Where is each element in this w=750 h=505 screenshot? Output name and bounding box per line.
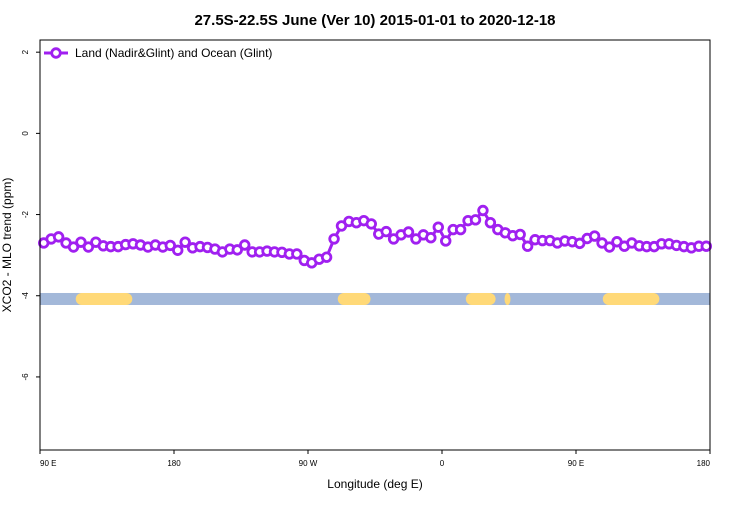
data-point-60: [484, 216, 497, 229]
plot-layer: [38, 204, 712, 305]
x-tick-label-5: 180: [697, 459, 711, 468]
data-point-53: [432, 221, 444, 233]
land-segment-3: [504, 292, 511, 305]
legend-entry-0: Land (Nadir&Glint) and Ocean (Glint): [75, 46, 272, 60]
plot-frame: [39, 39, 711, 451]
land-segment-0: [75, 292, 133, 305]
data-point-49: [402, 226, 415, 238]
x-tick-label-4: 90 E: [568, 459, 584, 468]
ocean-bar: [40, 292, 710, 305]
data-point-5: [75, 236, 87, 248]
data-point-52: [425, 231, 437, 244]
data-point-38: [320, 251, 333, 263]
data-point-74: [588, 230, 601, 242]
data-point-64: [514, 228, 526, 241]
axes-layer: 90 E 180 90 W 0 90 E 180 2 0 -2 -4 -6: [21, 49, 711, 468]
x-tick-label-2: 90 W: [299, 459, 318, 468]
data-point-46: [380, 225, 392, 238]
y-axis-label: XCO2 - MLO trend (ppm): [0, 178, 14, 313]
y-tick-label-0: 2: [21, 49, 30, 54]
data-point-17: [164, 239, 176, 252]
data-point-56: [454, 223, 467, 236]
chart-title: 27.5S-22.5S June (Ver 10) 2015-01-01 to …: [194, 12, 555, 29]
data-point-34: [291, 248, 303, 260]
y-tick-label-2: -2: [21, 210, 30, 218]
data-point-58: [469, 214, 482, 226]
x-tick-label-3: 0: [440, 459, 445, 468]
data-point-19: [179, 236, 191, 248]
land-segment-1: [337, 292, 371, 305]
data-point-4: [67, 241, 80, 253]
data-point-2: [52, 231, 65, 243]
data-point-27: [239, 239, 251, 251]
y-tick-label-3: -4: [21, 292, 30, 300]
land-segment-4: [602, 292, 660, 305]
data-point-76: [603, 241, 616, 253]
legend: Land (Nadir&Glint) and Ocean (Glint): [44, 46, 272, 60]
data-point-72: [574, 237, 586, 250]
data-point-39: [328, 233, 340, 245]
y-tick-label-4: -6: [21, 373, 30, 381]
data-point-89: [700, 240, 712, 252]
land-segment-2: [465, 292, 496, 305]
x-tick-label-1: 180: [167, 459, 181, 468]
data-point-54: [440, 235, 452, 247]
data-point-59: [477, 204, 489, 217]
data-point-6: [82, 241, 95, 253]
y-tick-label-1: 0: [21, 131, 30, 136]
data-point-18: [172, 244, 184, 256]
x-tick-label-0: 90 E: [40, 459, 56, 468]
legend-marker-sample: [50, 47, 62, 59]
data-point-26: [231, 244, 243, 256]
data-point-65: [521, 240, 534, 252]
x-axis-label: Longitude (deg E): [327, 477, 422, 491]
data-point-44: [365, 218, 377, 230]
